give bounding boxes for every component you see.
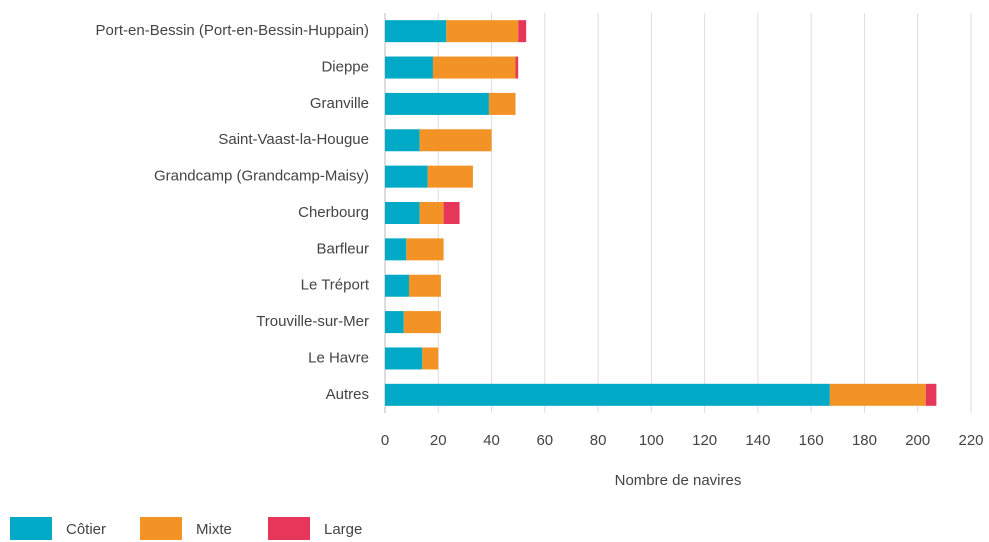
legend-swatch	[140, 517, 182, 540]
bar-segment	[385, 129, 420, 152]
x-tick-label: 140	[745, 432, 770, 449]
legend-label: Mixte	[196, 521, 232, 538]
bar-segment	[419, 202, 444, 224]
bar-segment	[427, 165, 473, 188]
x-tick-label: 200	[905, 432, 930, 449]
y-tick-label: Le Havre	[308, 349, 369, 366]
bar-segment	[925, 383, 937, 406]
y-tick-label: Dieppe	[321, 59, 369, 76]
x-tick-label: 40	[483, 432, 500, 449]
bar-segment	[385, 165, 428, 188]
x-tick-label: 20	[430, 432, 447, 449]
legend-swatch	[268, 517, 310, 540]
bar-segment	[518, 20, 527, 43]
bar-segment	[488, 92, 516, 115]
x-tick-label: 60	[536, 432, 553, 449]
legend-label: Large	[324, 521, 362, 538]
x-tick-label: 180	[852, 432, 877, 449]
y-tick-label: Grandcamp (Grandcamp-Maisy)	[154, 168, 369, 185]
y-tick-label: Saint-Vaast-la-Hougue	[218, 131, 369, 148]
bar-segment	[385, 202, 420, 224]
bar-segment	[385, 56, 433, 79]
x-tick-label: 220	[958, 432, 983, 449]
bar-segment	[446, 20, 519, 43]
x-tick-label: 100	[639, 432, 664, 449]
bar-segment	[403, 311, 441, 334]
bar-segment	[385, 383, 830, 406]
bar-segment	[419, 129, 492, 152]
bar-segment	[432, 56, 516, 79]
x-tick-label: 0	[381, 432, 389, 449]
y-tick-label: Cherbourg	[298, 204, 369, 221]
bar-segment	[385, 274, 409, 297]
bar-segment	[515, 56, 519, 79]
x-tick-label: 160	[799, 432, 824, 449]
bar-segment	[408, 274, 441, 297]
x-tick-label: 120	[692, 432, 717, 449]
x-axis-label: Nombre de navires	[615, 472, 742, 489]
bar-segment	[385, 238, 407, 261]
bar-segment	[406, 238, 444, 261]
bar-segment	[385, 20, 447, 43]
legend-label: Côtier	[66, 521, 106, 538]
bar-segment	[443, 202, 460, 224]
x-tick-label: 80	[590, 432, 607, 449]
bar-segment	[385, 92, 489, 115]
bar-segment	[385, 311, 404, 334]
y-tick-label: Le Tréport	[301, 277, 370, 294]
y-tick-label: Trouville-sur-Mer	[256, 313, 369, 330]
y-tick-label: Autres	[326, 386, 369, 403]
legend-swatch	[10, 517, 52, 540]
bar-segment	[829, 383, 926, 406]
y-tick-label: Granville	[310, 95, 369, 112]
y-tick-label: Port-en-Bessin (Port-en-Bessin-Huppain)	[96, 22, 369, 39]
y-tick-label: Barfleur	[316, 240, 369, 257]
bar-segment	[422, 347, 439, 370]
bar-segment	[385, 347, 423, 370]
